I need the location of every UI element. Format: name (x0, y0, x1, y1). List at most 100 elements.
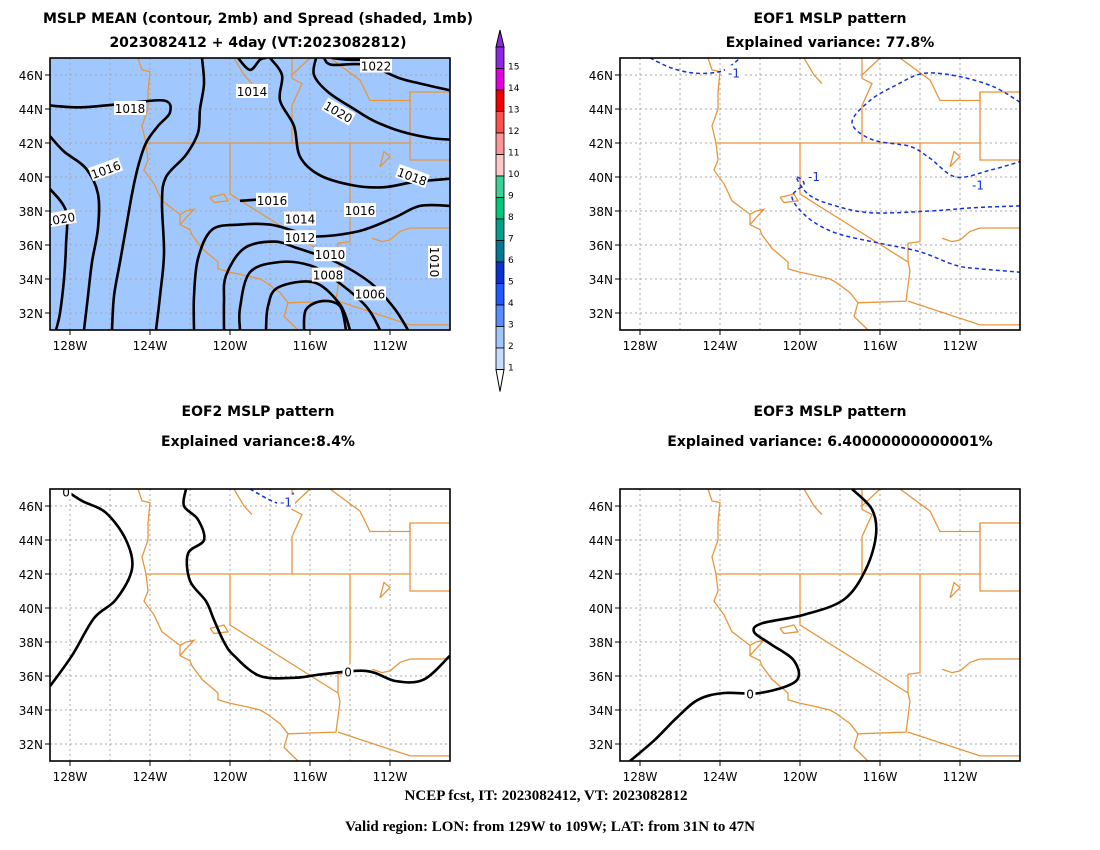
y-tick-label: 36N (19, 239, 43, 253)
contour-label: 0 (342, 664, 354, 680)
y-tick-label: 44N (19, 103, 43, 117)
colorbar-label: 6 (508, 256, 514, 266)
y-tick-label: 36N (19, 670, 43, 684)
map-background (620, 58, 1020, 330)
colorbar-swatch (495, 175, 505, 198)
contour-label-text: 1010 (427, 247, 441, 278)
colorbar-label: 5 (508, 278, 514, 288)
state-border (233, 58, 253, 84)
state-border (861, 489, 881, 507)
state-border (371, 658, 411, 674)
contour-label-bg (314, 247, 346, 262)
colorbar-label: 15 (508, 63, 519, 73)
state-border (861, 58, 881, 76)
colorbar-label: 2 (508, 342, 514, 352)
contour-label-bg (394, 164, 430, 189)
panel4-title: EOF3 MSLP pattern (753, 404, 907, 420)
colorbar-label: 8 (508, 213, 514, 223)
contour-label-text: 1016 (345, 204, 376, 218)
colorbar-swatch (495, 304, 505, 327)
map-panel-3: 0 0 -1 128W 124W 120W 116W 112W 46N 44N 42N 40N 38N 3… (19, 488, 451, 784)
contour-label-bg (236, 84, 268, 98)
panel1-subtitle: 2023082412 + 4day (VT:2023082812) (109, 35, 407, 51)
x-tick-label: 120W (213, 339, 248, 353)
contour-label: 0 (744, 686, 756, 702)
contour-label: -1 (725, 65, 743, 80)
y-tick-label: 44N (19, 534, 43, 548)
state-border (379, 150, 391, 168)
contour-line (237, 260, 382, 330)
x-tick-label: 120W (213, 770, 248, 784)
state-border (371, 227, 411, 243)
colorbar-label: 4 (508, 299, 514, 309)
y-tick-label: 42N (589, 137, 613, 151)
contour-line (268, 58, 450, 189)
contour-label: 1010 (427, 246, 442, 278)
panel3-title: EOF2 MSLP pattern (181, 404, 335, 420)
contour-label-bg (344, 203, 376, 217)
x-tick-label: 128W (53, 770, 88, 784)
contour-label-bg (256, 192, 288, 207)
y-tick-label: 44N (589, 534, 613, 548)
y-tick-label: 40N (19, 602, 43, 616)
colorbar-label: 11 (508, 149, 519, 159)
contour-line (182, 489, 450, 684)
lake-outline (209, 624, 230, 635)
contour-label: 1016 (344, 203, 376, 218)
panel2-title: EOF1 MSLP pattern (753, 11, 907, 27)
state-border (337, 731, 450, 757)
y-tick-label: 32N (589, 307, 613, 321)
y-tick-label: 34N (589, 273, 613, 287)
contour-label-text: 1014 (237, 85, 268, 99)
state-border (291, 58, 303, 143)
map-background (50, 489, 450, 761)
contour-label-text: 1018 (115, 102, 146, 116)
contour-label-text: 0 (344, 666, 352, 680)
contour-line-dashed (851, 72, 1020, 179)
bay-outline (749, 208, 766, 226)
bay-outline (179, 639, 196, 657)
colorbar-label: 1 (508, 364, 514, 374)
contour-label-text: 1014 (285, 213, 316, 227)
x-tick-label: 124W (703, 770, 738, 784)
contour-line (629, 489, 878, 761)
y-tick-label: 38N (589, 636, 613, 650)
y-tick-label: 42N (19, 568, 43, 582)
x-tick-label: 120W (783, 770, 818, 784)
y-tick-label: 32N (19, 307, 43, 321)
contour-label-bg (725, 65, 743, 80)
colorbar-swatch (495, 218, 505, 241)
y-tick-label: 40N (589, 171, 613, 185)
contour-label: 1016 (256, 192, 288, 208)
x-tick-label: 120W (783, 339, 818, 353)
contour-label-text: 1012 (285, 231, 316, 245)
lake-outline (779, 193, 800, 204)
state-border (949, 150, 961, 168)
panel2-subtitle: Explained variance: 77.8% (725, 35, 935, 51)
footer-forecast-info: NCEP fcst, IT: 2023082412, VT: 202308281… (404, 788, 688, 804)
contour-line (50, 188, 69, 330)
contour-label-bg (284, 211, 316, 226)
colorbar-swatch (495, 240, 505, 263)
y-tick-label: 34N (589, 704, 613, 718)
panel1-title: MSLP MEAN (contour, 2mb) and Spread (sha… (43, 11, 473, 27)
state-border (291, 58, 311, 76)
contour-label-text: 1016 (257, 194, 288, 208)
map-frame (49, 488, 451, 762)
footer-valid-region: Valid region: LON: from 129W to 109W; LA… (345, 819, 755, 835)
colorbar-swatch (495, 197, 505, 220)
colorbar-swatch (495, 132, 505, 155)
y-tick-label: 32N (589, 738, 613, 752)
y-tick-label: 40N (589, 602, 613, 616)
contour-label-bg (312, 267, 344, 282)
state-border (907, 574, 921, 693)
y-tick-label: 42N (19, 137, 43, 151)
y-tick-label: 46N (19, 69, 43, 83)
colorbar-top-arrow (495, 29, 505, 48)
state-border (899, 489, 1020, 533)
x-tick-label: 124W (133, 770, 168, 784)
contour-label: -1 (805, 169, 823, 184)
contour-line (192, 203, 450, 330)
contour-label-text: 1006 (355, 287, 386, 301)
lake-outline (209, 193, 230, 204)
